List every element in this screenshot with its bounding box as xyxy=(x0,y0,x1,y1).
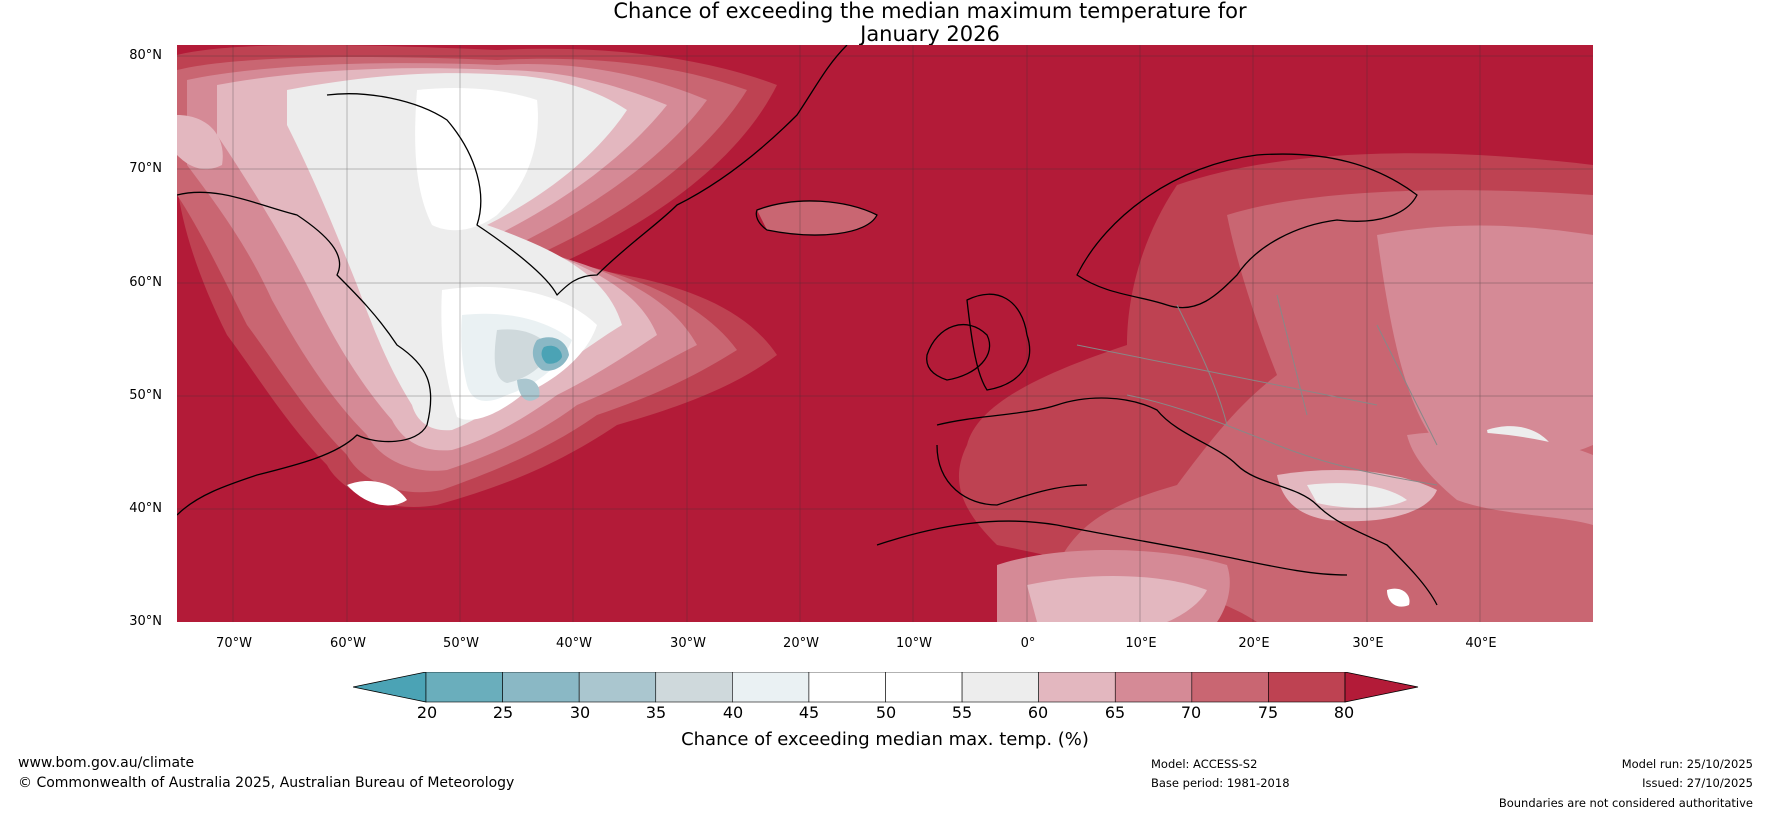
lon-label-10e: 10°E xyxy=(1125,636,1157,651)
north-africa-coast xyxy=(876,520,1348,576)
scandinavia-coast xyxy=(1076,153,1418,309)
lon-label-30w: 30°W xyxy=(670,636,706,651)
west-atlantic-anomaly xyxy=(177,45,777,507)
graticule xyxy=(177,45,1593,622)
title-line-2: January 2026 xyxy=(860,22,1000,46)
colorbar-tick-50: 50 xyxy=(875,703,897,722)
colorbar-tick-35: 35 xyxy=(645,703,667,722)
colorbar-tick-25: 25 xyxy=(492,703,514,722)
iceland-patch xyxy=(757,200,877,235)
colorbar-low-extension xyxy=(353,672,427,703)
lat-label-80n: 80°N xyxy=(129,48,162,63)
colorbar-tick-70: 70 xyxy=(1180,703,1202,722)
southern-europe-coast xyxy=(936,397,1438,606)
colorbar-tick-40: 40 xyxy=(722,703,744,722)
lon-label-40e: 40°E xyxy=(1465,636,1497,651)
model-run-text: Model run: 25/10/2025 xyxy=(1621,757,1753,771)
colorbar-segment xyxy=(1191,672,1269,703)
britain-coast xyxy=(966,293,1031,391)
lon-label-70w: 70°W xyxy=(216,636,252,651)
colorbar-label: Chance of exceeding median max. temp. (%… xyxy=(681,729,1089,750)
colorbar-segments xyxy=(425,672,1346,703)
colorbar-tick-45: 45 xyxy=(798,703,820,722)
colorbar-segment xyxy=(655,672,733,703)
colorbar-segment xyxy=(732,672,810,703)
colorbar-tick-75: 75 xyxy=(1257,703,1279,722)
north-america-coast xyxy=(177,191,432,516)
colorbar-segment xyxy=(578,672,657,703)
colorbar-tick-80: 80 xyxy=(1333,703,1355,722)
ireland-coast xyxy=(926,324,991,381)
colorbar-segment xyxy=(961,672,1039,703)
title-line-1: Chance of exceeding the median maximum t… xyxy=(613,0,1247,23)
colorbar-segment xyxy=(808,672,886,703)
iberia-coast xyxy=(936,444,1088,506)
colorbar-tick-65: 65 xyxy=(1104,703,1126,722)
map-svg xyxy=(177,45,1593,622)
lon-label-60w: 60°W xyxy=(330,636,366,651)
lat-label-60n: 60°N xyxy=(129,275,162,290)
lat-label-50n: 50°N xyxy=(129,388,162,403)
lon-label-40w: 40°W xyxy=(556,636,592,651)
colorbar-tick-30: 30 xyxy=(569,703,591,722)
lat-label-40n: 40°N xyxy=(129,501,162,516)
colorbar-high-extension xyxy=(1344,672,1419,703)
disclaimer-text: Boundaries are not considered authoritat… xyxy=(1498,796,1753,810)
coastlines xyxy=(177,45,1438,606)
map-title: Chance of exceeding the median maximum t… xyxy=(0,0,1770,46)
lon-label-20e: 20°E xyxy=(1238,636,1270,651)
lat-label-70n: 70°N xyxy=(129,161,162,176)
colorbar xyxy=(353,672,1419,703)
colorbar-segment xyxy=(502,672,580,703)
colorbar-segment xyxy=(1268,672,1346,703)
borders xyxy=(1076,294,1438,486)
eurasia-anomaly xyxy=(958,153,1593,622)
colorbar-tick-20: 20 xyxy=(416,703,438,722)
lon-label-30e: 30°E xyxy=(1352,636,1384,651)
website-text: www.bom.gov.au/climate xyxy=(18,755,195,771)
probability-map xyxy=(177,45,1593,622)
colorbar-segment xyxy=(1038,672,1116,703)
colorbar-tick-55: 55 xyxy=(951,703,973,722)
lon-label-0: 0° xyxy=(1020,636,1036,651)
lat-label-30n: 30°N xyxy=(129,614,162,629)
base-period-text: Base period: 1981-2018 xyxy=(1151,776,1290,790)
iceland-coast xyxy=(755,200,878,236)
issued-text: Issued: 27/10/2025 xyxy=(1642,776,1753,790)
greenland-coast xyxy=(326,45,848,296)
lon-label-20w: 20°W xyxy=(783,636,819,651)
lon-label-10w: 10°W xyxy=(896,636,932,651)
colorbar-tick-60: 60 xyxy=(1027,703,1049,722)
copyright-text: © Commonwealth of Australia 2025, Austra… xyxy=(18,775,515,791)
colorbar-segment xyxy=(425,672,503,703)
colorbar-segment xyxy=(885,672,963,703)
lon-label-50w: 50°W xyxy=(443,636,479,651)
colorbar-segment xyxy=(1114,672,1193,703)
model-text: Model: ACCESS-S2 xyxy=(1151,757,1258,771)
